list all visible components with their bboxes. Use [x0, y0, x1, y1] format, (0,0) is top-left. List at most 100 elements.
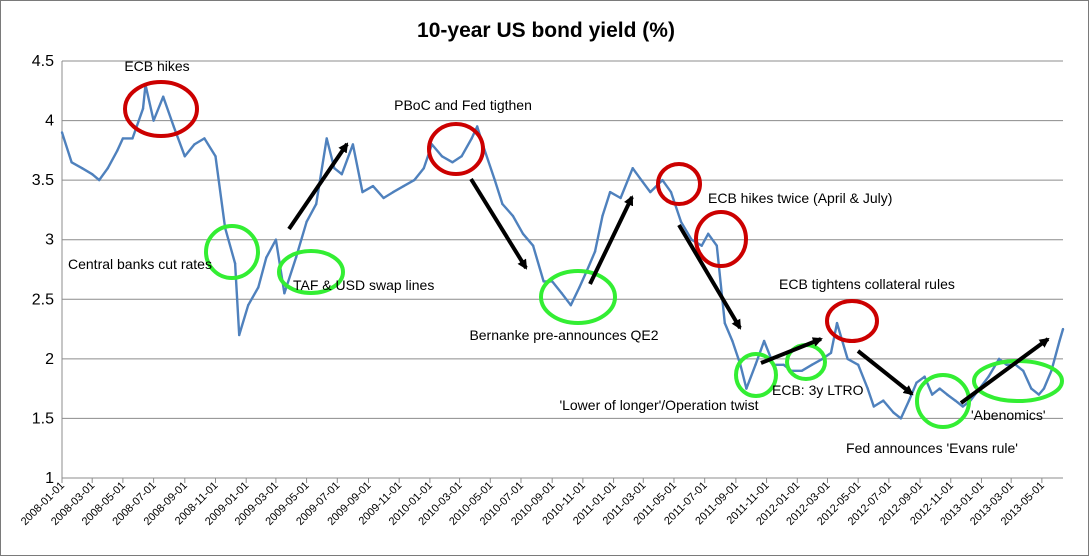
data-point: [601, 214, 604, 218]
trend-arrow: [856, 349, 914, 396]
data-point: [578, 286, 581, 289]
data-point: [907, 399, 911, 402]
data-point: [560, 292, 563, 295]
y-axis-ticks: 1 1.5 2 2.5 3 3.5 4 4.5: [32, 53, 54, 487]
data-point: [745, 387, 748, 390]
data-point: [402, 184, 405, 188]
data-point: [846, 357, 849, 361]
data-point: [141, 107, 145, 110]
trend-arrow: [287, 142, 349, 231]
data-point: [1030, 387, 1033, 390]
trend-arrow: [469, 177, 528, 270]
data-point: [569, 304, 572, 307]
data-point: [542, 280, 545, 283]
data-point: [382, 196, 385, 200]
easing-marker: [204, 224, 260, 280]
easing-marker: [277, 249, 345, 295]
data-point: [325, 137, 328, 140]
data-point: [451, 161, 454, 164]
axes: [61, 61, 1063, 483]
y-tick-label: 2.5: [32, 291, 54, 308]
data-point: [1005, 363, 1008, 366]
data-point: [835, 321, 839, 325]
data-point: [619, 196, 622, 200]
data-point: [1042, 387, 1046, 390]
data-point: [723, 321, 726, 325]
data-point: [923, 375, 926, 378]
data-point: [1037, 393, 1041, 396]
y-tick-label: 1: [45, 470, 54, 487]
data-point: [315, 202, 318, 206]
data-point: [413, 178, 416, 182]
annotation-label: 'Abenomics': [971, 407, 1046, 423]
trend-arrow: [588, 195, 634, 285]
data-point: [987, 375, 990, 378]
data-point: [98, 178, 101, 182]
annotation-label: Bernanke pre-announces QE2: [469, 327, 658, 343]
data-point: [91, 173, 94, 176]
data-point: [361, 190, 364, 194]
data-point: [754, 363, 757, 366]
data-point: [915, 381, 918, 384]
data-point: [305, 220, 308, 223]
annotation-label: ECB hikes twice (April & July): [708, 190, 892, 206]
data-point: [333, 167, 336, 170]
data-point: [238, 333, 241, 337]
data-point: [810, 363, 814, 366]
data-point: [116, 149, 119, 152]
data-point: [1022, 369, 1025, 372]
data-point: [183, 155, 186, 158]
gridlines: [62, 60, 1063, 419]
data-point: [294, 256, 298, 259]
tightening-marker: [825, 299, 879, 343]
highlight-markers: [123, 80, 1064, 429]
easing-marker: [539, 269, 617, 325]
data-point: [946, 393, 949, 396]
annotations: ECB hikes PBoC and Fed tigthen Central ban…: [68, 58, 1046, 456]
data-point: [829, 351, 833, 355]
annotation-label: ECB: 3y LTRO: [772, 382, 864, 398]
data-point: [782, 363, 785, 366]
data-point: [131, 137, 134, 140]
data-point: [371, 184, 375, 188]
data-point: [470, 137, 473, 140]
data-point: [866, 387, 869, 390]
chart-title: 10-year US bond yield (%): [417, 19, 675, 42]
series-layer: [60, 83, 1065, 420]
data-point: [233, 262, 237, 265]
data-point: [593, 250, 597, 253]
data-point: [392, 190, 395, 194]
y-tick-label: 2: [45, 351, 54, 368]
data-point: [700, 244, 703, 247]
annotation-label: TAF & USD swap lines: [293, 277, 434, 293]
annotation-label: ECB tightens collateral rules: [779, 276, 955, 292]
data-point: [214, 155, 217, 158]
data-point: [707, 232, 710, 235]
easing-marker: [734, 352, 778, 398]
x-axis-ticks: 2008-01-012008-03-012008-05-012008-07-01…: [19, 480, 1047, 528]
data-point: [257, 286, 260, 289]
data-point: [106, 167, 110, 170]
data-point: [892, 411, 895, 414]
data-point: [460, 155, 463, 158]
data-point: [274, 238, 278, 241]
data-point: [1058, 339, 1061, 343]
data-point: [899, 417, 903, 420]
trend-arrow: [959, 337, 1050, 405]
data-point: [961, 405, 964, 408]
data-point: [649, 190, 652, 194]
annotation-label: ECB hikes: [124, 58, 189, 74]
yield-line: [60, 83, 1065, 420]
data-point: [172, 125, 175, 128]
data-point: [954, 399, 957, 402]
data-point: [501, 202, 504, 206]
data-point: [193, 143, 196, 146]
data-point: [162, 95, 165, 98]
data-point: [203, 137, 206, 140]
data-point: [531, 244, 535, 247]
data-point: [608, 190, 612, 194]
data-point: [521, 232, 525, 235]
y-tick-label: 3: [45, 232, 54, 249]
data-point: [476, 125, 479, 128]
